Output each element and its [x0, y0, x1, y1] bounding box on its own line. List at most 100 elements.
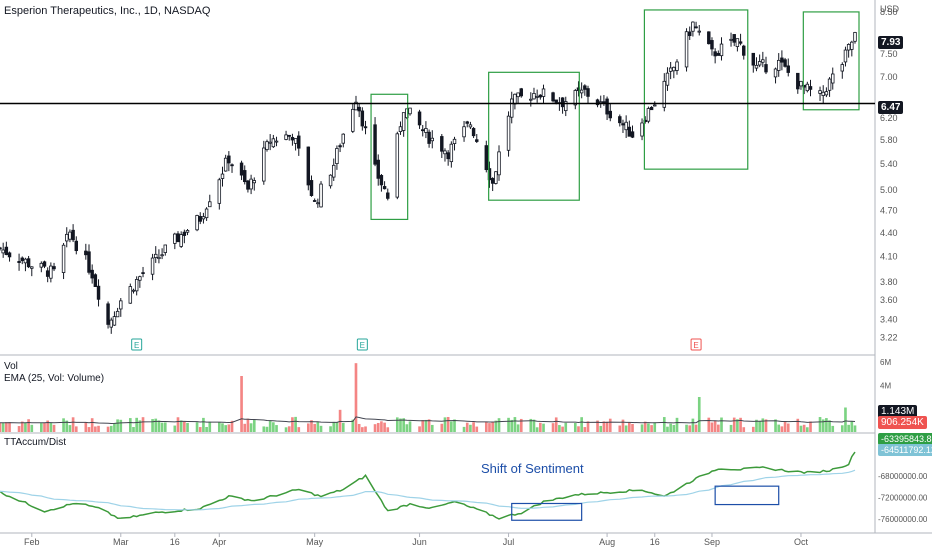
volume-bar	[662, 417, 666, 432]
volume-bar	[30, 424, 34, 432]
earnings-marker-label: E	[134, 341, 139, 350]
candle-body	[42, 261, 47, 267]
candle-body	[541, 88, 546, 97]
candle-body	[141, 272, 145, 275]
volume-bar	[27, 419, 30, 432]
candle-body	[630, 131, 635, 138]
volume-bar	[275, 425, 278, 432]
volume-bar	[697, 397, 701, 432]
volume-bar	[341, 422, 345, 432]
candle-body	[535, 95, 539, 98]
volume-bar	[802, 424, 806, 432]
candle-body	[471, 128, 476, 137]
candle-body	[465, 121, 469, 124]
candle-body	[697, 30, 701, 33]
tt-label: TTAccum/Dist	[4, 437, 67, 448]
volume-bar	[316, 421, 320, 432]
volume-tick-label: 4M	[880, 381, 891, 390]
candle-body	[395, 133, 400, 198]
candle-body	[532, 93, 536, 100]
earnings-marker	[690, 338, 702, 351]
candle-body	[691, 21, 695, 32]
candle-body	[71, 229, 75, 241]
candle-body	[335, 148, 339, 164]
candle-body	[462, 126, 466, 138]
candle-body	[672, 66, 676, 72]
candle-body	[284, 134, 288, 140]
volume-bar	[113, 423, 116, 432]
volume-bar	[262, 426, 266, 432]
candle-body	[306, 146, 311, 186]
volume-bar	[364, 426, 367, 432]
volume-bar	[647, 423, 650, 432]
volume-bar	[602, 421, 606, 432]
volume-bar	[510, 419, 514, 432]
volume-bar	[205, 426, 208, 432]
volume-bar	[507, 417, 510, 432]
volume-bar	[383, 422, 386, 432]
volume-bar	[729, 424, 733, 432]
volume-bar	[319, 425, 323, 432]
candle-body	[738, 41, 743, 44]
candle-body	[586, 88, 590, 97]
volume-bar	[65, 420, 69, 432]
volume-bar	[450, 421, 453, 432]
candle-body	[157, 256, 161, 260]
volume-bar	[809, 421, 812, 432]
candle-body	[373, 124, 377, 165]
volume-bar	[516, 424, 520, 432]
candle-body	[799, 80, 803, 87]
volume-bar	[519, 418, 523, 432]
volume-bar	[691, 418, 695, 432]
level-price-badge: 6.47	[878, 101, 904, 114]
candle-body	[195, 215, 199, 231]
candle-body	[134, 279, 139, 292]
volume-bar	[806, 427, 809, 432]
volume-bar	[5, 422, 8, 432]
volume-bar	[624, 425, 628, 432]
volume-bar	[62, 418, 65, 432]
candle-body	[624, 121, 628, 131]
price-tick-label: 3.60	[880, 295, 898, 305]
candle-body	[268, 141, 272, 144]
accum-tick-label: -68000000.00	[878, 472, 928, 481]
volume-bar	[8, 422, 11, 432]
candle-body	[220, 173, 225, 179]
volume-bar	[494, 420, 498, 432]
candle-body	[684, 31, 689, 68]
volume-bar	[313, 423, 316, 432]
candle-body	[846, 44, 851, 51]
candle-body	[312, 200, 317, 202]
candle-body	[179, 234, 183, 247]
time-tick-label: 16	[650, 537, 660, 547]
volume-bar	[84, 422, 88, 432]
volume-bar	[132, 427, 135, 432]
candle-body	[808, 86, 813, 90]
candle-body	[516, 92, 520, 98]
volume-bar	[249, 423, 253, 432]
time-tick-label: May	[306, 537, 324, 547]
candle-body	[662, 80, 667, 108]
volume-bar	[475, 426, 479, 432]
candle-body	[840, 64, 845, 72]
volume-bar	[720, 417, 723, 432]
candle-body	[579, 89, 584, 94]
price-tick-label: 3.80	[880, 277, 898, 287]
volume-bar	[252, 419, 256, 432]
volume-bar	[472, 422, 475, 432]
volume-bar	[0, 422, 2, 432]
volume-bar	[583, 427, 587, 432]
candle-body	[707, 31, 711, 45]
volume-bar	[821, 419, 825, 432]
time-tick-label: 16	[170, 537, 180, 547]
volume-bar	[284, 427, 288, 432]
time-tick-label: Feb	[24, 537, 40, 547]
volume-bar	[742, 427, 746, 432]
volume-bar	[796, 418, 800, 432]
volume-bar	[532, 419, 536, 432]
candle-body	[757, 61, 762, 66]
volume-bar	[294, 416, 297, 432]
volume-bar	[640, 424, 644, 432]
candle-body	[96, 285, 101, 300]
